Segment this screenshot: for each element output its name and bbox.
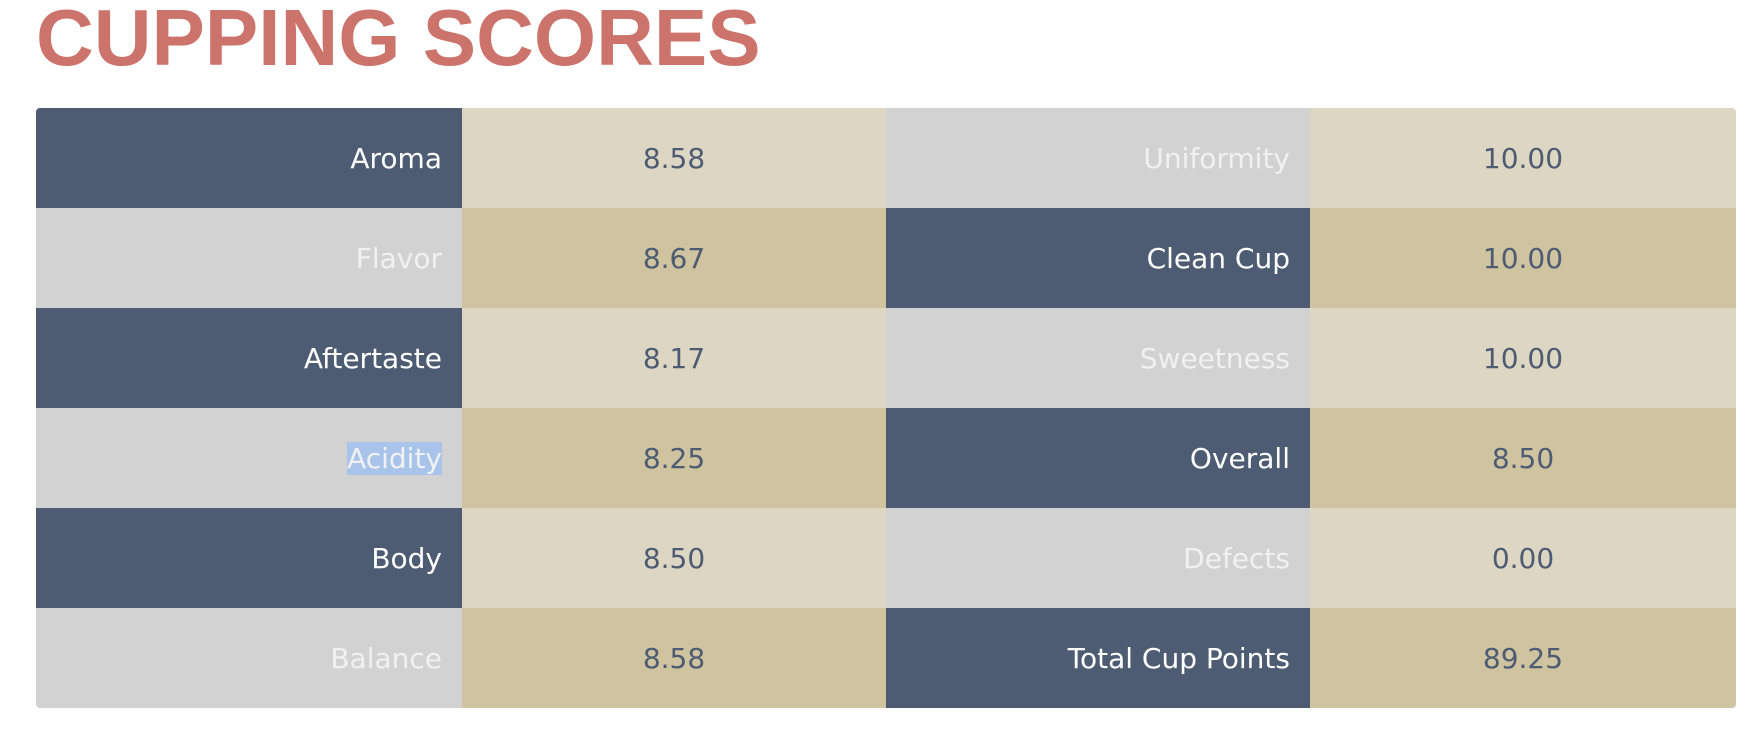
score-value-total-cup-points: 89.25 <box>1310 608 1736 708</box>
score-label-acidity: Acidity <box>36 408 462 508</box>
score-label-total-cup-points: Total Cup Points <box>886 608 1310 708</box>
score-value-sweetness: 10.00 <box>1310 308 1736 408</box>
score-label-clean-cup: Clean Cup <box>886 208 1310 308</box>
selected-text[interactable]: Acidity <box>347 441 442 475</box>
score-value-flavor: 8.67 <box>462 208 886 308</box>
score-value-body: 8.50 <box>462 508 886 608</box>
cupping-scores-table: Aroma 8.58 Uniformity 10.00 Flavor 8.67 … <box>36 108 1736 708</box>
score-value-aroma: 8.58 <box>462 108 886 208</box>
score-value-balance: 8.58 <box>462 608 886 708</box>
score-label-flavor: Flavor <box>36 208 462 308</box>
score-value-aftertaste: 8.17 <box>462 308 886 408</box>
score-label-aftertaste: Aftertaste <box>36 308 462 408</box>
score-value-clean-cup: 10.00 <box>1310 208 1736 308</box>
score-label-aroma: Aroma <box>36 108 462 208</box>
page-title: CUPPING SCORES <box>36 0 761 82</box>
score-label-overall: Overall <box>886 408 1310 508</box>
score-label-defects: Defects <box>886 508 1310 608</box>
score-label-sweetness: Sweetness <box>886 308 1310 408</box>
score-value-uniformity: 10.00 <box>1310 108 1736 208</box>
score-label-uniformity: Uniformity <box>886 108 1310 208</box>
score-value-acidity: 8.25 <box>462 408 886 508</box>
score-label-balance: Balance <box>36 608 462 708</box>
score-value-defects: 0.00 <box>1310 508 1736 608</box>
score-label-body: Body <box>36 508 462 608</box>
score-value-overall: 8.50 <box>1310 408 1736 508</box>
